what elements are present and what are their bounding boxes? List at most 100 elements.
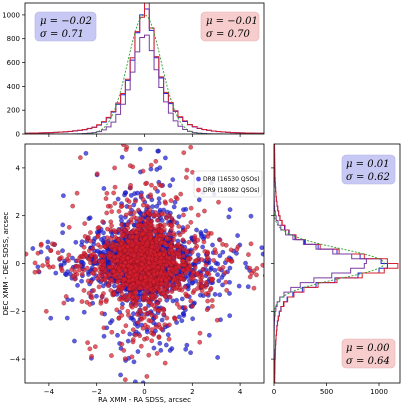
scatter-point xyxy=(119,291,125,297)
scatter-point xyxy=(226,214,232,220)
scatter-point xyxy=(243,260,248,266)
top-y-tick-label: 200 xyxy=(7,107,20,115)
scatter-point xyxy=(134,245,139,251)
scatter-point xyxy=(158,277,164,283)
scatter-point xyxy=(174,301,180,307)
scatter-point xyxy=(201,239,207,245)
scatter-point xyxy=(117,268,123,273)
scatter-point xyxy=(213,250,219,256)
scatter-point xyxy=(204,307,210,313)
scatter-point xyxy=(98,244,103,250)
scatter-point xyxy=(167,294,173,300)
scatter-point xyxy=(135,223,140,228)
scatter-point xyxy=(254,266,260,271)
scatter-point xyxy=(216,278,222,284)
right-x-tick-label: 0 xyxy=(272,388,276,396)
scatter-point xyxy=(125,222,131,227)
scatter-point xyxy=(127,210,133,216)
right-gaussian-fit xyxy=(274,144,385,383)
scatter-point xyxy=(45,239,51,245)
scatter-point xyxy=(144,329,150,335)
scatter-point xyxy=(145,216,151,222)
scatter-point xyxy=(134,216,139,221)
scatter-point xyxy=(127,163,133,169)
scatter-point xyxy=(66,224,72,230)
scatter-point xyxy=(111,291,117,297)
scatter-y-tick-label: 0 xyxy=(16,260,20,268)
legend-marker-dr8 xyxy=(196,176,201,182)
scatter-point xyxy=(137,144,140,145)
scatter-point xyxy=(181,212,186,218)
scatter-point xyxy=(38,242,44,248)
scatter-point xyxy=(88,230,93,235)
scatter-point xyxy=(215,261,221,267)
scatter-point xyxy=(75,282,80,288)
scatter-point xyxy=(98,253,104,259)
scatter-point xyxy=(131,227,137,233)
scatter-point xyxy=(195,286,200,291)
scatter-point xyxy=(217,266,222,272)
scatter-point xyxy=(181,253,186,259)
scatter-point xyxy=(194,272,200,277)
scatter-point xyxy=(134,258,140,264)
scatter-point xyxy=(155,308,161,314)
scatter-point xyxy=(58,266,64,271)
scatter-point xyxy=(217,237,223,243)
scatter-point xyxy=(136,207,141,213)
scatter-point xyxy=(162,322,168,328)
scatter-point xyxy=(234,250,239,256)
scatter-point xyxy=(115,279,121,284)
scatter-point xyxy=(129,265,135,270)
scatter-point xyxy=(53,270,59,276)
scatter-point xyxy=(146,271,152,277)
scatter-point xyxy=(164,315,170,321)
scatter-point xyxy=(43,308,49,314)
scatter-point xyxy=(227,291,232,296)
scatter-point xyxy=(87,346,93,352)
scatter-point xyxy=(209,303,215,309)
scatter-point xyxy=(11,339,15,343)
scatter-x-tick-label: −4 xyxy=(44,388,55,396)
scatter-point xyxy=(103,299,109,304)
scatter-point xyxy=(174,297,179,303)
scatter-point xyxy=(140,325,146,331)
scatter-point xyxy=(123,190,129,196)
scatter-point xyxy=(181,311,187,317)
scatter-point xyxy=(96,284,102,290)
scatter-point xyxy=(182,284,188,290)
scatter-point xyxy=(116,209,122,214)
scatter-point xyxy=(128,217,134,223)
scatter-point xyxy=(112,247,118,253)
scatter-point xyxy=(155,223,161,229)
scatter-point xyxy=(73,264,79,269)
scatter-point xyxy=(156,148,161,154)
scatter-point xyxy=(84,265,90,271)
scatter-point xyxy=(109,277,115,283)
scatter-point xyxy=(169,289,175,294)
scatter-point xyxy=(161,192,166,198)
scatter-point xyxy=(303,246,307,250)
scatter-point xyxy=(64,315,70,321)
scatter-point xyxy=(111,268,117,274)
right-bottom-stats-background xyxy=(341,338,396,369)
scatter-point xyxy=(164,236,170,242)
scatter-point xyxy=(135,349,141,354)
scatter-point xyxy=(182,305,188,310)
scatter-point xyxy=(176,251,182,257)
scatter-point xyxy=(176,263,181,269)
scatter-point xyxy=(144,180,150,186)
top-y-tick-label: 1000 xyxy=(2,11,20,19)
scatter-point xyxy=(190,303,195,309)
scatter-point xyxy=(168,271,174,277)
scatter-point xyxy=(100,265,105,271)
scatter-point xyxy=(148,221,154,227)
scatter-point xyxy=(156,335,162,340)
scatter-point xyxy=(176,314,182,320)
scatter-point xyxy=(40,263,46,268)
scatter-point xyxy=(144,336,150,341)
scatter-point xyxy=(142,294,148,300)
scatter-point xyxy=(104,239,110,245)
scatter-series-1 xyxy=(25,144,264,383)
scatter-point xyxy=(249,270,255,276)
scatter-point xyxy=(161,307,167,313)
